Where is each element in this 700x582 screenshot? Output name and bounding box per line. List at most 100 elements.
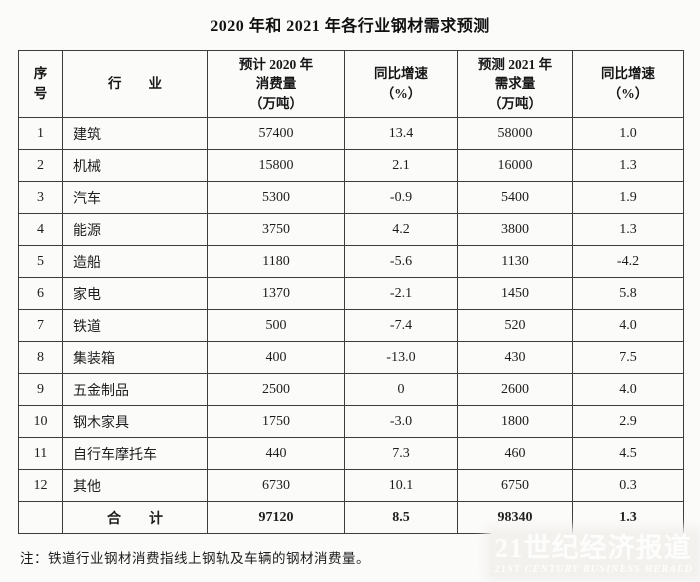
table-row: 9 五金制品 2500 0 2600 4.0	[18, 373, 684, 406]
table-row: 2 机械 15800 2.1 16000 1.3	[18, 149, 684, 182]
cell-growth-2021: 1.3	[572, 213, 684, 246]
total-growth-2021: 1.3	[572, 501, 684, 534]
total-row: 合 计 97120 8.5 98340 1.3	[18, 501, 684, 534]
cell-no: 7	[18, 309, 63, 342]
cell-growth-2020: 13.4	[344, 117, 458, 150]
cell-growth-2020: -13.0	[344, 341, 458, 374]
cell-industry: 建筑	[62, 117, 208, 150]
cell-no: 5	[18, 245, 63, 278]
cell-consumption-2020: 2500	[207, 373, 345, 406]
cell-growth-2021: 4.0	[572, 373, 684, 406]
cell-no: 11	[18, 437, 63, 470]
table-row: 7 铁道 500 -7.4 520 4.0	[18, 309, 684, 342]
cell-consumption-2020: 440	[207, 437, 345, 470]
cell-industry: 铁道	[62, 309, 208, 342]
cell-industry: 其他	[62, 469, 208, 502]
cell-growth-2020: 2.1	[344, 149, 458, 182]
total-consumption-2020: 97120	[207, 501, 345, 534]
cell-consumption-2020: 500	[207, 309, 345, 342]
cell-consumption-2020: 15800	[207, 149, 345, 182]
header-growth-2020: 同比增速 （%）	[344, 50, 458, 118]
cell-industry: 机械	[62, 149, 208, 182]
cell-growth-2021: 1.9	[572, 181, 684, 214]
table-row: 12 其他 6730 10.1 6750 0.3	[18, 469, 684, 502]
footnote: 注：铁道行业钢材消费指线上钢轨及车辆的钢材消费量。	[20, 551, 370, 566]
cell-demand-2021: 460	[457, 437, 573, 470]
cell-growth-2020: 0	[344, 373, 458, 406]
cell-demand-2021: 520	[457, 309, 573, 342]
table-row: 1 建筑 57400 13.4 58000 1.0	[18, 117, 684, 150]
cell-industry: 集装箱	[62, 341, 208, 374]
cell-growth-2021: 4.0	[572, 309, 684, 342]
cell-growth-2020: -2.1	[344, 277, 458, 310]
cell-growth-2021: 2.9	[572, 405, 684, 438]
total-demand-2021: 98340	[457, 501, 573, 534]
cell-industry: 汽车	[62, 181, 208, 214]
cell-growth-2020: -3.0	[344, 405, 458, 438]
cell-demand-2021: 58000	[457, 117, 573, 150]
cell-no	[18, 501, 63, 534]
cell-growth-2020: -5.6	[344, 245, 458, 278]
cell-industry: 自行车摩托车	[62, 437, 208, 470]
cell-consumption-2020: 1370	[207, 277, 345, 310]
watermark-english-logo: 21ST CENTURY BUSINESS HERALD	[494, 563, 693, 575]
cell-consumption-2020: 57400	[207, 117, 345, 150]
cell-growth-2020: 7.3	[344, 437, 458, 470]
cell-no: 6	[18, 277, 63, 310]
cell-consumption-2020: 3750	[207, 213, 345, 246]
steel-demand-forecast-table: 序 号 行 业 预计 2020 年 消费量 （万吨） 同比增速 （%） 预测 2…	[18, 50, 684, 534]
cell-demand-2021: 1130	[457, 245, 573, 278]
cell-growth-2021: -4.2	[572, 245, 684, 278]
table-row: 6 家电 1370 -2.1 1450 5.8	[18, 277, 684, 310]
watermark-chinese-logo: 21世纪经济报道	[494, 533, 692, 564]
cell-growth-2020: 4.2	[344, 213, 458, 246]
cell-no: 2	[18, 149, 63, 182]
page-title: 2020 年和 2021 年各行业钢材需求预测	[210, 18, 490, 35]
cell-consumption-2020: 400	[207, 341, 345, 374]
header-growth-2021: 同比增速 （%）	[572, 50, 684, 118]
cell-growth-2021: 1.3	[572, 149, 684, 182]
cell-industry: 能源	[62, 213, 208, 246]
header-demand-2021: 预测 2021 年 需求量 （万吨）	[457, 50, 573, 118]
cell-demand-2021: 430	[457, 341, 573, 374]
cell-consumption-2020: 6730	[207, 469, 345, 502]
cell-demand-2021: 3800	[457, 213, 573, 246]
cell-no: 8	[18, 341, 63, 374]
header-consumption-2020: 预计 2020 年 消费量 （万吨）	[207, 50, 345, 118]
cell-demand-2021: 5400	[457, 181, 573, 214]
cell-demand-2021: 16000	[457, 149, 573, 182]
table-row: 3 汽车 5300 -0.9 5400 1.9	[18, 181, 684, 214]
cell-no: 1	[18, 117, 63, 150]
cell-growth-2021: 4.5	[572, 437, 684, 470]
cell-no: 4	[18, 213, 63, 246]
total-label: 合 计	[62, 501, 208, 534]
cell-consumption-2020: 1180	[207, 245, 345, 278]
cell-demand-2021: 1450	[457, 277, 573, 310]
table-row: 5 造船 1180 -5.6 1130 -4.2	[18, 245, 684, 278]
cell-growth-2021: 7.5	[572, 341, 684, 374]
cell-no: 12	[18, 469, 63, 502]
cell-growth-2020: 10.1	[344, 469, 458, 502]
cell-growth-2020: -7.4	[344, 309, 458, 342]
cell-no: 9	[18, 373, 63, 406]
cell-demand-2021: 1800	[457, 405, 573, 438]
total-growth-2020: 8.5	[344, 501, 458, 534]
table-row: 10 钢木家具 1750 -3.0 1800 2.9	[18, 405, 684, 438]
cell-industry: 家电	[62, 277, 208, 310]
cell-consumption-2020: 5300	[207, 181, 345, 214]
header-no: 序 号	[18, 50, 63, 118]
cell-demand-2021: 6750	[457, 469, 573, 502]
header-row: 序 号 行 业 预计 2020 年 消费量 （万吨） 同比增速 （%） 预测 2…	[18, 50, 684, 118]
cell-consumption-2020: 1750	[207, 405, 345, 438]
cell-demand-2021: 2600	[457, 373, 573, 406]
cell-industry: 五金制品	[62, 373, 208, 406]
cell-growth-2021: 1.0	[572, 117, 684, 150]
table-row: 4 能源 3750 4.2 3800 1.3	[18, 213, 684, 246]
cell-no: 3	[18, 181, 63, 214]
cell-industry: 造船	[62, 245, 208, 278]
cell-growth-2021: 5.8	[572, 277, 684, 310]
cell-growth-2021: 0.3	[572, 469, 684, 502]
cell-no: 10	[18, 405, 63, 438]
table-row: 8 集装箱 400 -13.0 430 7.5	[18, 341, 684, 374]
table-row: 11 自行车摩托车 440 7.3 460 4.5	[18, 437, 684, 470]
